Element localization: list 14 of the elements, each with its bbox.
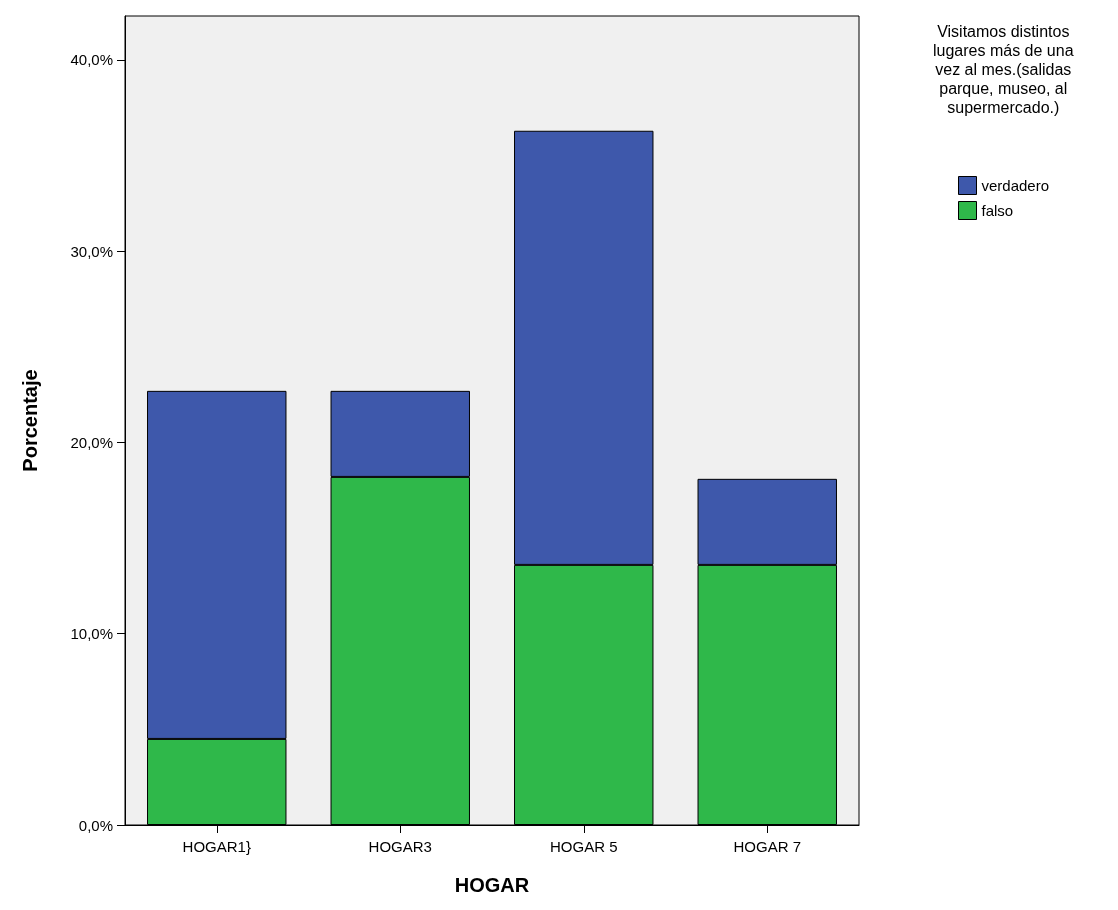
y-tick-label: 40,0%: [70, 51, 113, 69]
legend-title: Visitamos distintos lugares más de una vez al mes.(salidas parque, museo, al supermercado.): [933, 23, 1074, 116]
x-tick-label: HOGAR1}: [182, 838, 251, 855]
legend-label: verdadero: [981, 177, 1050, 194]
y-tick-label: 20,0%: [70, 433, 113, 451]
x-axis-title: HOGAR: [454, 874, 530, 896]
y-tick-label: 10,0%: [70, 625, 113, 643]
x-tick-label: HOGAR3: [368, 838, 432, 855]
y-tick-label: 30,0%: [70, 242, 113, 260]
x-tick-label: HOGAR 5: [549, 838, 618, 855]
y-tick-label: 0,0%: [78, 816, 113, 834]
x-tick-label: HOGAR 7: [733, 838, 802, 855]
legend-label: falso: [981, 202, 1014, 219]
y-axis-title: Porcentaje: [19, 369, 41, 472]
